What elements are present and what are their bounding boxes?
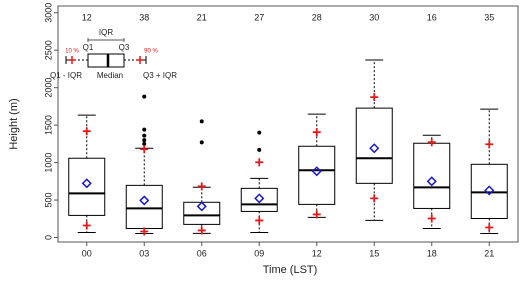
outlier	[199, 119, 204, 124]
count-label: 30	[369, 12, 379, 22]
y-tick-label: 1500	[43, 115, 53, 135]
percentile-cross	[312, 210, 321, 219]
count-label: 12	[82, 12, 92, 22]
key-iqr: IQR	[99, 28, 113, 37]
outlier	[257, 147, 262, 152]
percentile-cross	[485, 140, 494, 149]
x-tick-label: 09	[254, 248, 264, 258]
count-label: 38	[139, 12, 149, 22]
box-key: IQR Q1 Q3 10 % 90 % Q1 - IQR Median Q3 +…	[50, 28, 177, 80]
y-tick-label: 3000	[43, 3, 53, 23]
percentile-cross	[370, 194, 379, 203]
y-tick-label: 1000	[43, 153, 53, 173]
box	[413, 142, 451, 209]
x-tick-label: 03	[139, 248, 149, 258]
percentile-cross	[197, 182, 206, 191]
plot-frame	[57, 5, 519, 243]
y-axis-label: Height (m)	[8, 98, 20, 149]
mean-marker	[311, 166, 322, 177]
outlier	[257, 130, 262, 135]
box	[355, 107, 393, 184]
y-tick-label: 0	[43, 235, 53, 240]
percentile-cross	[255, 158, 264, 167]
x-axis-label: Time (LST)	[263, 264, 318, 276]
key-median-label: Median	[97, 71, 123, 80]
percentile-cross	[82, 127, 91, 136]
key-q1: Q1	[83, 43, 94, 52]
percentile-cross	[370, 93, 379, 102]
mean-marker	[254, 193, 265, 204]
box	[240, 187, 278, 212]
mean-marker	[81, 178, 92, 189]
key-p10-cross	[68, 56, 76, 64]
mean-marker	[426, 176, 437, 187]
mean-marker	[139, 195, 150, 206]
box	[125, 184, 163, 230]
percentile-cross	[427, 214, 436, 223]
percentile-cross	[255, 216, 264, 225]
percentile-cross	[82, 221, 91, 230]
count-label: 16	[427, 12, 437, 22]
box	[298, 145, 336, 205]
x-tick-label: 21	[484, 248, 494, 258]
key-q3: Q3	[119, 43, 130, 52]
x-tick-label: 15	[369, 248, 379, 258]
key-p90-cross	[136, 56, 144, 64]
percentile-cross	[197, 226, 206, 235]
key-box	[87, 53, 125, 68]
y-tick-label: 2000	[43, 78, 53, 98]
percentile-cross	[140, 227, 149, 236]
outlier	[199, 140, 204, 145]
percentile-cross	[140, 145, 149, 154]
key-high: Q3 + IQR	[143, 71, 177, 80]
percentile-cross	[485, 223, 494, 232]
x-tick-label: 18	[427, 248, 437, 258]
percentile-cross	[312, 128, 321, 137]
x-tick-label: 12	[312, 248, 322, 258]
count-label: 27	[254, 12, 264, 22]
mean-marker	[369, 143, 380, 154]
count-label: 28	[312, 12, 322, 22]
y-tick-label: 2500	[43, 40, 53, 60]
outlier	[142, 138, 147, 143]
box	[183, 201, 221, 225]
outlier	[142, 133, 147, 138]
outlier	[142, 141, 147, 146]
key-p90: 90 %	[144, 49, 158, 55]
count-label: 35	[484, 12, 494, 22]
x-tick-label: 00	[82, 248, 92, 258]
y-tick-label: 500	[43, 193, 53, 208]
key-low: Q1 - IQR	[50, 71, 82, 80]
outlier	[142, 127, 147, 132]
x-tick-label: 06	[197, 248, 207, 258]
box	[470, 163, 508, 219]
key-p10: 10 %	[65, 49, 79, 55]
box	[68, 157, 106, 216]
mean-marker	[484, 185, 495, 196]
count-label: 21	[197, 12, 207, 22]
mean-marker	[196, 201, 207, 212]
outlier	[142, 94, 147, 99]
percentile-cross	[427, 138, 436, 147]
